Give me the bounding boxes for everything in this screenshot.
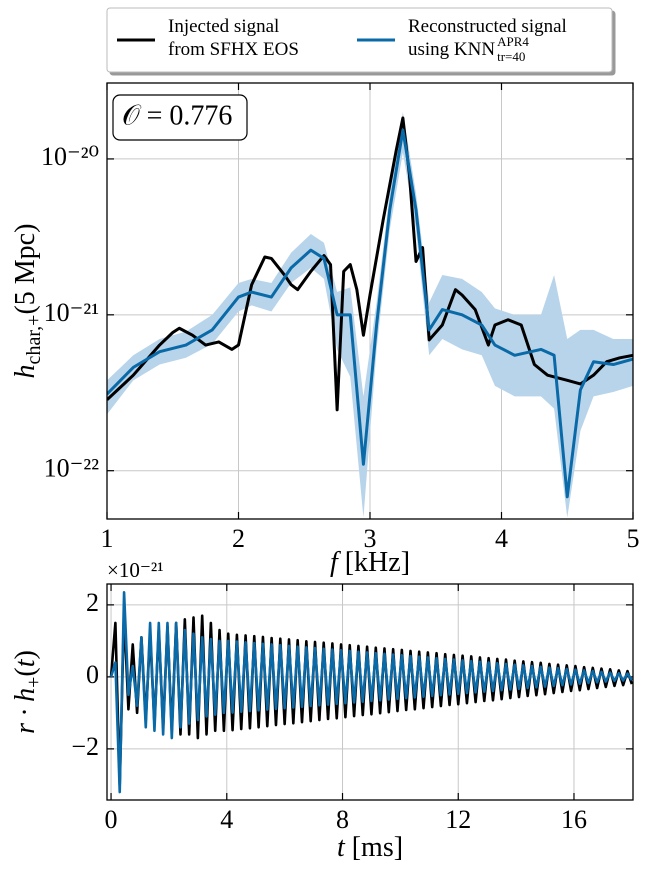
plot-area bbox=[109, 590, 633, 794]
data-line bbox=[109, 590, 633, 794]
x-tick-label: 1 bbox=[101, 524, 114, 553]
axis-label-part: ( bbox=[10, 667, 41, 676]
axis-label-part: [ms] bbox=[345, 832, 403, 863]
axis-label-part: f bbox=[330, 547, 341, 578]
plot-frame bbox=[106, 82, 634, 520]
y-tick-label: 10⁻²² bbox=[44, 454, 100, 483]
confidence-band bbox=[107, 112, 633, 518]
data-line bbox=[109, 610, 633, 787]
axis-label-part: h bbox=[10, 364, 41, 378]
legend-line: using KNN bbox=[408, 39, 495, 60]
annotation-box bbox=[112, 94, 248, 141]
legend-line: Injected signal bbox=[168, 16, 279, 37]
y-offset-label: ×10⁻²¹ bbox=[107, 558, 164, 582]
data-line bbox=[107, 128, 633, 499]
x-tick-label: 3 bbox=[364, 524, 377, 553]
axis-label-part: + bbox=[23, 677, 45, 688]
axis-label: t [ms] bbox=[337, 832, 403, 863]
axis-label-part: char,+ bbox=[23, 315, 45, 365]
axis-label: f [kHz] bbox=[330, 547, 410, 578]
x-tick-label: 12 bbox=[445, 805, 471, 834]
y-tick-label: 10⁻²¹ bbox=[44, 298, 99, 327]
x-tick-label: 4 bbox=[495, 524, 508, 553]
y-tick-label: 0 bbox=[86, 660, 99, 689]
legend-sub: tr=40 bbox=[497, 49, 525, 64]
legend-line: Reconstructed signal bbox=[408, 16, 567, 37]
legend-line: from SFHX EOS bbox=[168, 39, 299, 60]
axis-label-part: ) bbox=[10, 650, 41, 659]
x-tick-label: 8 bbox=[336, 805, 349, 834]
annotation: 𝒪 = 0.776 bbox=[122, 100, 232, 131]
legend-label: Reconstructed signal using KNN bbox=[408, 16, 567, 60]
axis-label: hchar,+(5 Mpc) bbox=[10, 224, 44, 379]
y-tick-label: −2 bbox=[71, 732, 99, 761]
x-tick-label: 2 bbox=[232, 524, 245, 553]
legend-sup: APR4 bbox=[497, 34, 529, 49]
axis-label-part: [kHz] bbox=[338, 547, 410, 578]
x-tick-label: 4 bbox=[220, 805, 233, 834]
axis-label: r · h+(t) bbox=[10, 650, 44, 734]
y-tick-label: 10⁻²⁰ bbox=[41, 142, 99, 171]
plot-area bbox=[107, 112, 633, 518]
x-tick-label: 0 bbox=[105, 805, 118, 834]
plot-frame bbox=[106, 583, 634, 801]
data-line bbox=[107, 116, 633, 412]
axis-label-part: t bbox=[337, 832, 346, 863]
x-tick-label: 16 bbox=[561, 805, 587, 834]
axis-label-part: (5 Mpc) bbox=[10, 224, 41, 315]
axis-label-part: r · h bbox=[10, 688, 41, 734]
axis-label-part: t bbox=[10, 658, 41, 667]
y-tick-label: 2 bbox=[86, 588, 99, 617]
x-tick-label: 5 bbox=[627, 524, 640, 553]
legend-label: Injected signal from SFHX EOS bbox=[168, 16, 299, 60]
